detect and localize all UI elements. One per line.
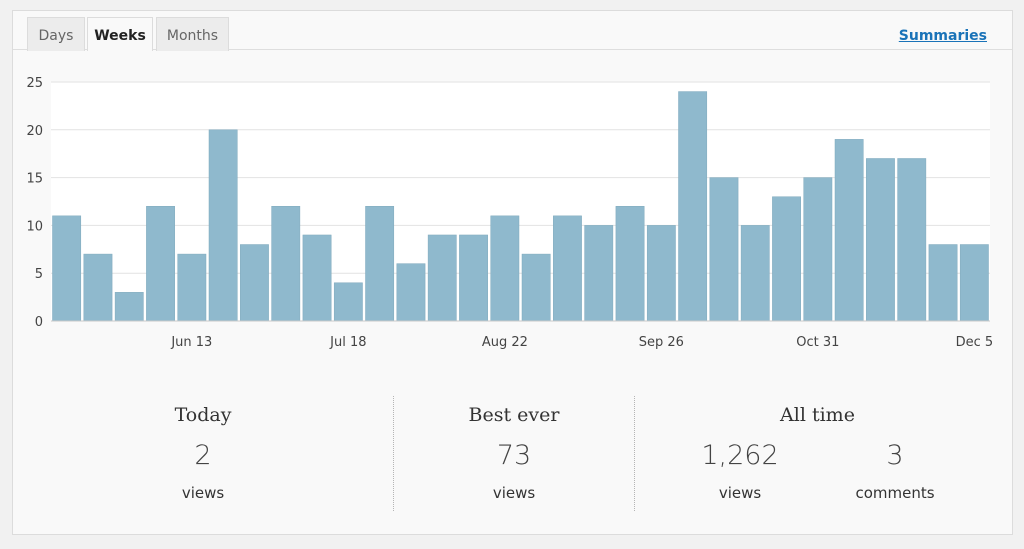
bar xyxy=(584,225,614,322)
bar xyxy=(114,292,144,322)
stat-today-value: 2 xyxy=(194,440,212,471)
y-tick-label: 0 xyxy=(35,315,43,330)
bar xyxy=(897,158,927,322)
stat-alltime: All time 1,262 views 3 comments xyxy=(635,396,1000,511)
stat-alltime-comments-unit: comments xyxy=(855,484,935,502)
bar xyxy=(208,129,238,322)
stat-alltime-heading: All time xyxy=(780,404,855,426)
x-tick-label: Sep 26 xyxy=(639,335,684,350)
stat-today: Today 2 views xyxy=(13,396,393,511)
y-tick-label: 25 xyxy=(26,76,43,91)
x-tick-label: Aug 22 xyxy=(482,335,528,350)
bar xyxy=(928,244,958,322)
bar xyxy=(52,215,82,322)
stat-best-heading: Best ever xyxy=(468,404,560,426)
tab-days[interactable]: Days xyxy=(27,17,85,51)
stats-summary: Today 2 views Best ever 73 views All tim… xyxy=(13,396,1012,526)
bar xyxy=(302,234,332,322)
stat-alltime-views-unit: views xyxy=(718,484,762,502)
summaries-link[interactable]: Summaries xyxy=(898,28,987,44)
x-tick-label: Dec 5 xyxy=(956,335,994,350)
y-tick-label: 20 xyxy=(26,124,43,139)
bar xyxy=(709,177,739,322)
bar xyxy=(615,206,645,322)
bar xyxy=(803,177,833,322)
bar xyxy=(271,206,301,322)
y-tick-label: 10 xyxy=(26,219,43,234)
views-bar-chart: 0 5 10 15 20 25 Jun 13 Jul 18 Aug 22 Sep 26 Oct 31… xyxy=(26,76,994,350)
plot-area xyxy=(51,82,990,321)
bar xyxy=(678,91,708,322)
bar xyxy=(646,225,676,322)
divider xyxy=(634,396,635,511)
stat-best-value: 73 xyxy=(496,440,532,471)
bar xyxy=(866,158,895,322)
stat-today-heading: Today xyxy=(174,404,232,426)
y-tick-label: 15 xyxy=(26,172,43,187)
stat-alltime-comments: 3 comments xyxy=(810,396,980,511)
divider xyxy=(393,396,394,511)
tab-months[interactable]: Months xyxy=(156,17,229,51)
bar xyxy=(177,253,207,322)
bar xyxy=(146,206,175,322)
bar xyxy=(333,282,363,322)
stat-alltime-comments-value: 3 xyxy=(886,440,904,471)
bar xyxy=(365,206,395,322)
stat-best: Best ever 73 views xyxy=(394,396,634,511)
stat-best-unit: views xyxy=(492,484,536,502)
stat-alltime-views-value: 1,262 xyxy=(701,440,779,471)
bar xyxy=(396,263,426,322)
stats-panel: Days Weeks Months Summaries 0 5 10 15 20 25 Ju… xyxy=(12,10,1013,535)
stat-today-unit: views xyxy=(181,484,225,502)
period-tabs: Days Weeks Months Summaries xyxy=(13,11,1012,51)
bar xyxy=(490,215,520,322)
bar xyxy=(427,234,457,322)
y-tick-label: 5 xyxy=(35,267,43,282)
bar xyxy=(834,139,864,322)
tab-weeks[interactable]: Weeks xyxy=(87,17,153,51)
bar xyxy=(83,253,113,322)
bar xyxy=(459,234,488,322)
bar xyxy=(959,244,989,322)
bar xyxy=(740,225,770,322)
bar xyxy=(772,196,801,322)
x-tick-label: Oct 31 xyxy=(796,335,839,350)
stat-alltime-views: 1,262 views xyxy=(655,396,825,511)
bar xyxy=(521,253,551,322)
bar xyxy=(240,244,269,322)
x-tick-label: Jun 13 xyxy=(170,335,212,350)
x-tick-label: Jul 18 xyxy=(329,335,366,350)
bar xyxy=(553,215,582,322)
